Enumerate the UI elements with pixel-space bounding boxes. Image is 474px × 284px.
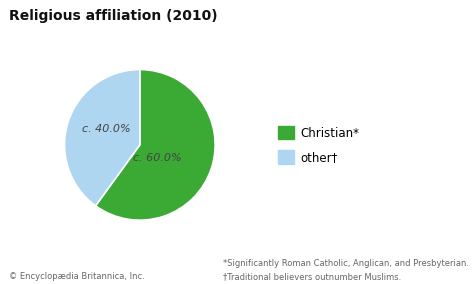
Text: †Traditional believers outnumber Muslims.: †Traditional believers outnumber Muslims… bbox=[223, 272, 401, 281]
Wedge shape bbox=[64, 70, 140, 206]
Text: c. 40.0%: c. 40.0% bbox=[82, 124, 130, 134]
Text: © Encyclopædia Britannica, Inc.: © Encyclopædia Britannica, Inc. bbox=[9, 272, 145, 281]
Text: Religious affiliation (2010): Religious affiliation (2010) bbox=[9, 9, 218, 22]
Text: *Significantly Roman Catholic, Anglican, and Presbyterian.: *Significantly Roman Catholic, Anglican,… bbox=[223, 259, 469, 268]
Text: c. 60.0%: c. 60.0% bbox=[133, 153, 182, 163]
Wedge shape bbox=[96, 70, 215, 220]
Legend: Christian*, other†: Christian*, other† bbox=[274, 122, 363, 168]
